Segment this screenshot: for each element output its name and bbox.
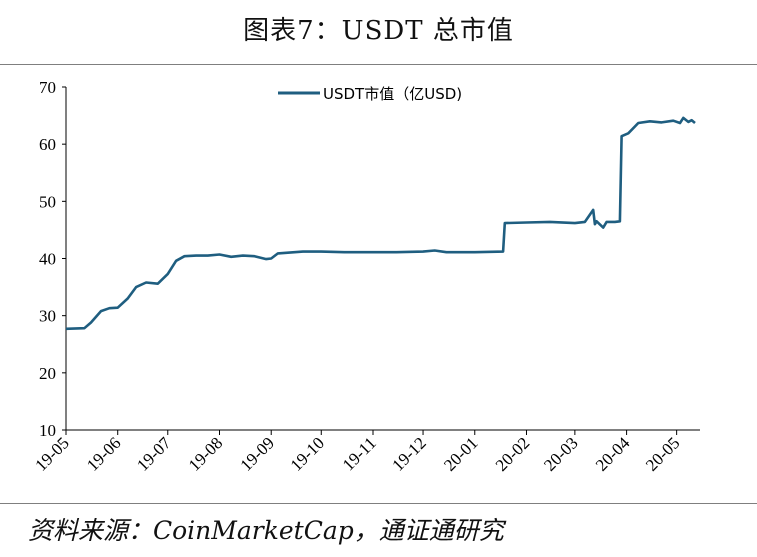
x-tick-label: 20-01 — [440, 433, 481, 474]
x-tick-label: 20-02 — [492, 433, 533, 474]
x-tick-label: 19-11 — [339, 433, 380, 474]
series-line-usdt — [65, 116, 696, 331]
x-tick-label: 19-08 — [185, 433, 226, 474]
bottom-rule — [0, 503, 757, 504]
x-tick-label: 19-12 — [388, 433, 429, 474]
x-tick-label: 19-05 — [31, 433, 72, 474]
x-tick-label: 19-09 — [237, 433, 278, 474]
plot-area — [65, 116, 696, 331]
x-tick-label: 19-06 — [83, 433, 124, 474]
top-rule — [0, 64, 757, 65]
y-tick-label: 70 — [39, 78, 56, 97]
y-tick-label: 50 — [39, 192, 56, 211]
axes — [62, 86, 700, 435]
x-tick-label: 20-03 — [540, 433, 581, 474]
legend-label: USDT市值（亿USD) — [323, 85, 462, 103]
y-tick-label: 10 — [39, 421, 56, 440]
source-note: 资料来源：CoinMarketCap，通证通研究 — [28, 516, 504, 545]
y-tick-label: 20 — [39, 364, 56, 383]
y-tick-label: 40 — [39, 250, 56, 269]
y-tick-label: 30 — [39, 307, 56, 326]
x-tick-label: 19-10 — [287, 433, 328, 474]
x-tick-label: 20-05 — [642, 433, 683, 474]
x-tick-label: 20-04 — [592, 433, 634, 475]
x-tick-label: 19-07 — [133, 433, 175, 475]
legend: USDT市值（亿USD) — [278, 85, 462, 103]
y-tick-label: 60 — [39, 135, 56, 154]
figure-title: 图表7：USDT 总市值 — [243, 16, 514, 46]
